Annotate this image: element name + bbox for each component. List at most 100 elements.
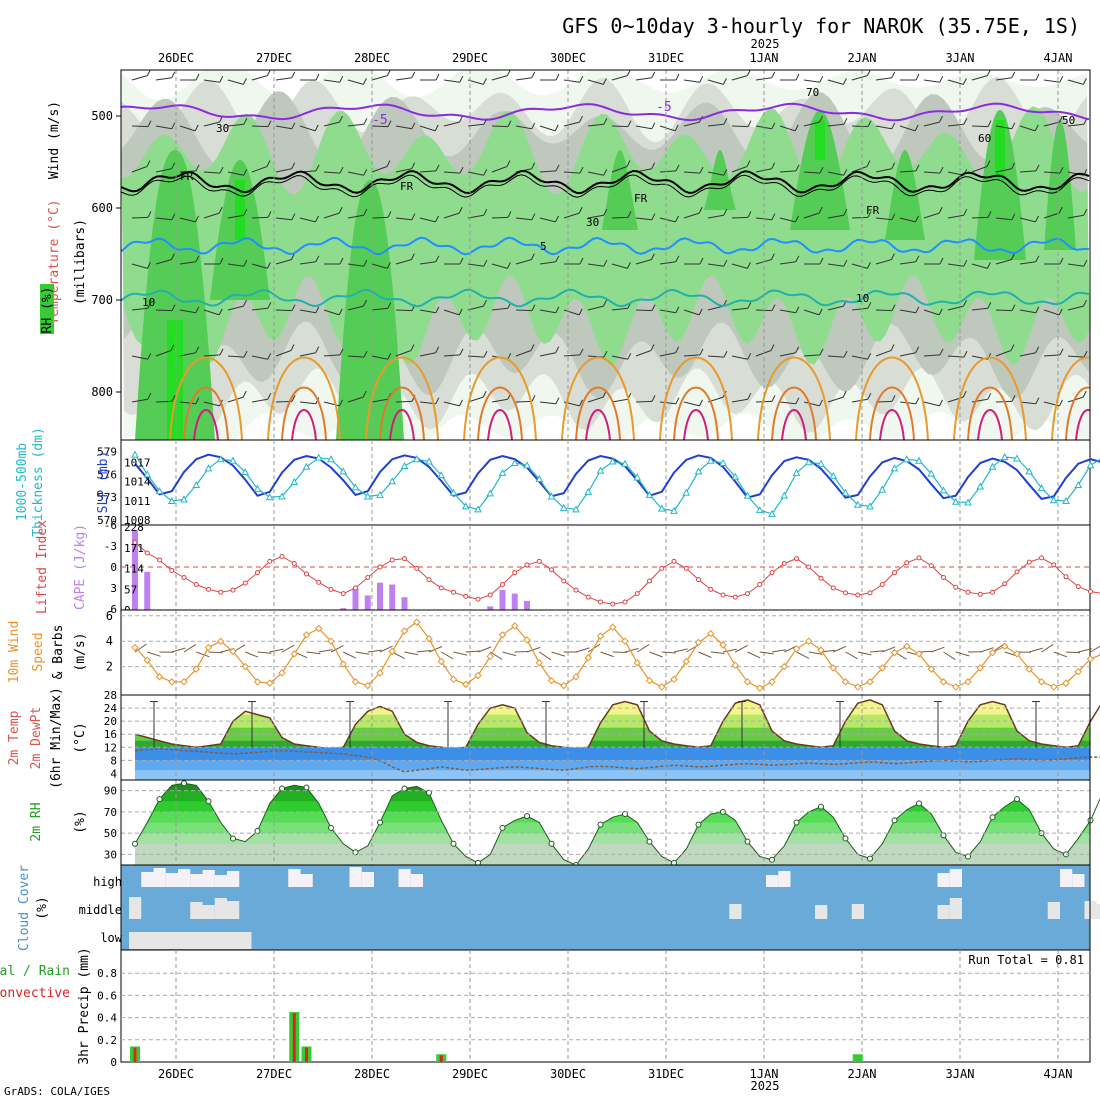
wind-barb [923,171,941,174]
wind-speed-point [511,622,519,630]
lifted-index-point [426,577,432,583]
wind-barb-flag [843,169,848,176]
wind-barb [251,166,268,173]
wind-barb-flag [411,122,416,130]
wind-speed-point [192,665,200,673]
wind-barb [803,309,820,316]
wind-barb-flag [939,257,944,265]
wind-barb [347,214,364,219]
wind-barb-flag [1058,308,1063,316]
wind-barb [803,354,821,357]
ylabel-wind-unit: (m/s) [73,632,88,671]
lifted-index-point [867,590,873,596]
wind-barb [131,263,148,269]
cloud-high-block [937,873,950,887]
wind-barb [827,214,844,219]
wind-barb [759,651,774,655]
wind-barb-flag [387,120,392,127]
wind-barb [404,651,419,656]
wind-barb-flag [266,70,271,76]
thickness-point [351,483,360,491]
wind-barb [875,400,893,403]
wind-barb [515,125,532,130]
wind-barb [796,651,810,659]
cape-bar [352,588,359,610]
wind-barb [1043,171,1061,174]
thickness-point [425,457,433,465]
wind-barb-flag [939,348,944,356]
wind-barb [227,123,244,127]
wind-barb [731,263,748,269]
wind-barb [771,649,786,653]
wind-barb [611,307,628,311]
lifted-index-point [132,540,138,545]
contour-25 [389,409,415,440]
wind-barb [299,125,316,132]
pressure-tick-label: 500 [91,109,113,123]
wind-barb-flag [675,73,680,81]
wind-speed-point [498,631,507,639]
ylabel-temp-unit: (°C) [73,722,88,753]
thickness-point [302,462,311,470]
wind-barb-flag [386,262,391,269]
wind-barb [467,171,484,176]
wind-barb [467,305,484,311]
wind-barb-flag [866,262,871,269]
wind-barb [587,263,604,267]
wind-barb-flag [1011,304,1016,311]
wind-barb-flag [555,73,560,81]
ylabel-millibars: (millibars) [73,219,88,305]
wind-barb [502,651,517,657]
thickness-point [1062,496,1070,504]
rh-point [132,840,138,847]
wind-speed-point [413,618,421,626]
wind-barb-flag [1011,71,1016,79]
cloud-high-block [141,872,154,887]
wind-barb [635,259,652,265]
wind-barb [875,77,892,81]
contour-label-m5: -5 [372,113,388,128]
wind-barb [1067,79,1084,85]
cloud-high-block [410,874,423,887]
lifted-tick-label: -3 [104,540,117,553]
lifted-index-point [683,565,689,571]
wind-barb [1090,645,1100,653]
wind-speed-point [743,678,752,686]
wind-barb [947,123,964,127]
wind-barb [707,171,724,176]
wind-barb [731,75,748,81]
wind-barb-flag [531,213,536,220]
wind-barb [563,79,580,83]
wind-barb [980,647,994,653]
wind-barb [803,79,820,83]
wind-barb [995,168,1012,173]
wind-barb-flag [867,120,872,127]
wind-barb [491,398,508,403]
wind-barb [515,77,532,81]
wind-barb-flag [867,353,872,360]
wind-barb [875,168,892,173]
wind-speed-point [792,645,801,653]
wind-barb [131,75,148,81]
wind-barb-flag [1011,122,1016,130]
wind-speed-point [217,637,225,645]
thickness-point [510,458,519,466]
wind-barb-flag [1083,208,1088,216]
wind-barb-flag [530,344,535,351]
wind-speed-point [327,637,335,645]
wind-barb [299,309,316,314]
thickness-point [143,470,152,478]
wind-barb-flag [939,75,944,83]
wind-barb [203,121,220,127]
wind-barb-flag [579,75,584,83]
wind-barb-flag [315,215,319,223]
contour-10 [121,288,1090,308]
lifted-index-point [598,599,603,605]
wind-barb-flag [986,160,991,167]
contour-15 [659,356,733,440]
wind-barb-flag [315,346,320,353]
thickness-point [376,490,384,498]
cloud-high-block [190,874,203,887]
wind-barb [875,350,892,357]
